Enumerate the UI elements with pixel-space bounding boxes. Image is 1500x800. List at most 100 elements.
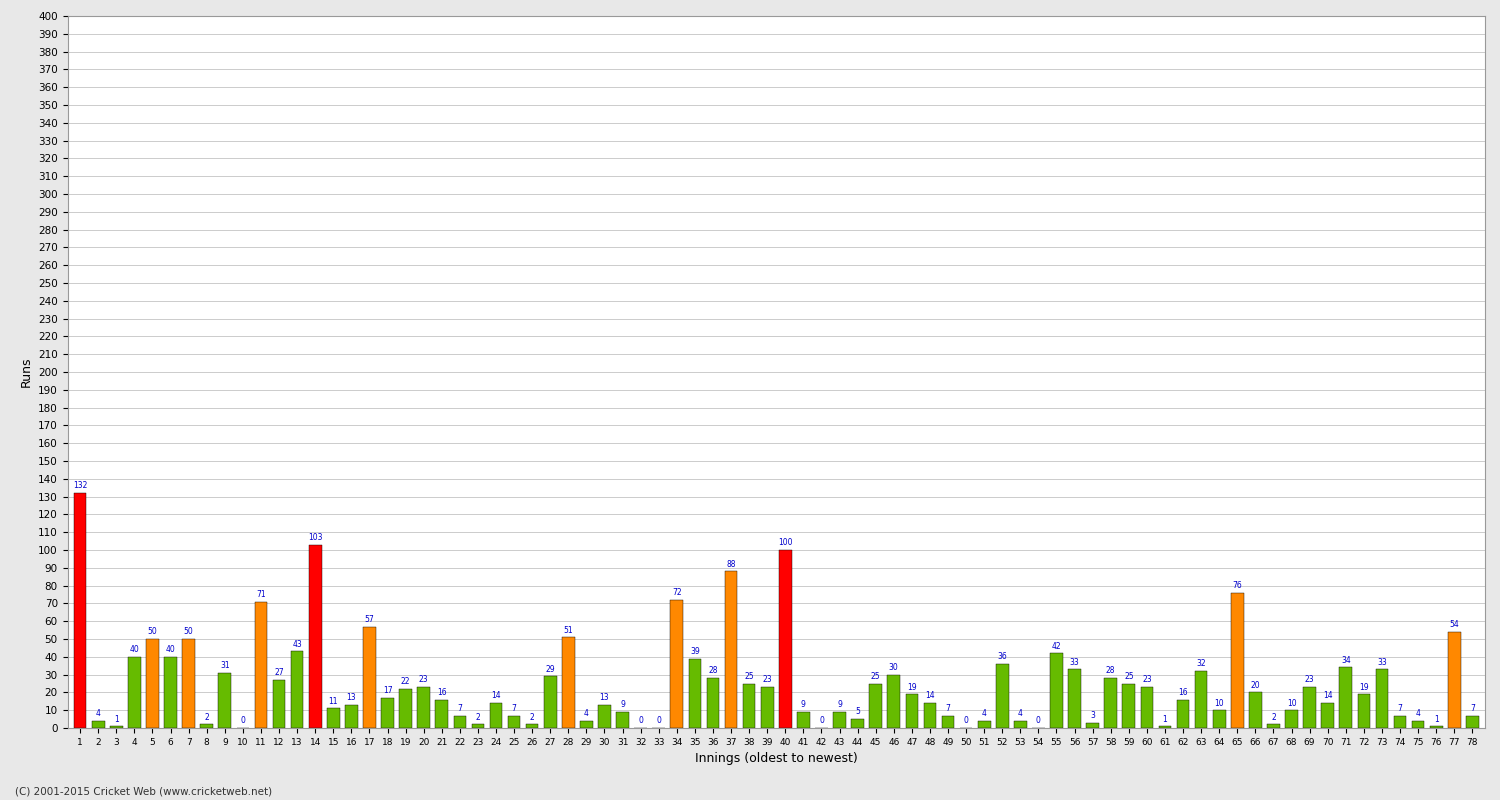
Bar xyxy=(92,721,105,728)
Text: 33: 33 xyxy=(1070,658,1080,666)
Bar xyxy=(453,715,466,728)
Text: 43: 43 xyxy=(292,640,302,649)
Text: 30: 30 xyxy=(890,663,898,672)
Text: 0: 0 xyxy=(240,716,246,726)
Bar xyxy=(1322,703,1334,728)
Text: 51: 51 xyxy=(564,626,573,634)
Text: 0: 0 xyxy=(1036,716,1041,726)
Text: 32: 32 xyxy=(1197,659,1206,668)
Text: 71: 71 xyxy=(256,590,265,599)
Bar xyxy=(580,721,592,728)
Text: 0: 0 xyxy=(963,716,969,726)
Text: 132: 132 xyxy=(74,482,87,490)
Text: 29: 29 xyxy=(546,665,555,674)
Text: 27: 27 xyxy=(274,668,284,678)
Bar xyxy=(1232,593,1244,728)
Bar xyxy=(742,683,756,728)
Text: 28: 28 xyxy=(1106,666,1116,675)
Text: 76: 76 xyxy=(1233,581,1242,590)
Bar xyxy=(1340,667,1352,728)
Text: 1: 1 xyxy=(1434,714,1438,723)
Bar xyxy=(1214,710,1225,728)
Bar xyxy=(1304,687,1316,728)
Text: 7: 7 xyxy=(512,704,516,713)
Text: 22: 22 xyxy=(400,677,411,686)
Bar xyxy=(381,698,394,728)
Bar xyxy=(1050,654,1064,728)
Y-axis label: Runs: Runs xyxy=(20,357,33,387)
Bar xyxy=(1394,715,1407,728)
Bar xyxy=(1430,726,1443,728)
Text: 16: 16 xyxy=(1178,688,1188,697)
Text: 23: 23 xyxy=(1142,675,1152,684)
Text: 25: 25 xyxy=(744,672,754,681)
Text: 25: 25 xyxy=(871,672,880,681)
Bar xyxy=(1122,683,1136,728)
Text: 7: 7 xyxy=(458,704,462,713)
Text: 19: 19 xyxy=(908,682,916,691)
Bar xyxy=(544,676,556,728)
Text: 4: 4 xyxy=(96,710,100,718)
Bar xyxy=(1196,671,1208,728)
Bar xyxy=(978,721,990,728)
Text: 7: 7 xyxy=(1470,704,1474,713)
Text: 50: 50 xyxy=(184,627,194,636)
Text: 7: 7 xyxy=(945,704,951,713)
Text: 42: 42 xyxy=(1052,642,1062,650)
Bar xyxy=(327,709,339,728)
Bar xyxy=(1104,678,1118,728)
Bar xyxy=(1158,726,1172,728)
Bar xyxy=(471,725,484,728)
Bar xyxy=(1268,725,1280,728)
Bar xyxy=(670,600,682,728)
Text: 57: 57 xyxy=(364,615,375,624)
Bar xyxy=(1286,710,1298,728)
Bar xyxy=(1176,699,1190,728)
Bar xyxy=(74,493,87,728)
Bar xyxy=(1358,694,1370,728)
Text: 1: 1 xyxy=(114,714,118,723)
Bar xyxy=(942,715,954,728)
Text: 14: 14 xyxy=(490,691,501,701)
Text: 39: 39 xyxy=(690,647,700,656)
Bar xyxy=(1086,722,1100,728)
Bar xyxy=(1448,632,1461,728)
Bar xyxy=(146,639,159,728)
Text: 0: 0 xyxy=(638,716,644,726)
Text: 0: 0 xyxy=(657,716,662,726)
Text: 10: 10 xyxy=(1287,698,1296,707)
Bar xyxy=(1412,721,1425,728)
Text: 25: 25 xyxy=(1124,672,1134,681)
Text: 11: 11 xyxy=(328,697,338,706)
Text: 9: 9 xyxy=(801,700,806,710)
Text: 23: 23 xyxy=(419,675,429,684)
Text: 23: 23 xyxy=(762,675,772,684)
Text: 4: 4 xyxy=(584,710,590,718)
Bar xyxy=(688,658,700,728)
Bar xyxy=(888,674,900,728)
Bar xyxy=(219,673,231,728)
Bar xyxy=(291,651,303,728)
Text: (C) 2001-2015 Cricket Web (www.cricketweb.net): (C) 2001-2015 Cricket Web (www.cricketwe… xyxy=(15,786,272,796)
Text: 17: 17 xyxy=(382,686,393,695)
Text: 100: 100 xyxy=(778,538,792,547)
Bar xyxy=(778,550,792,728)
Bar xyxy=(760,687,774,728)
Bar xyxy=(399,689,412,728)
Text: 14: 14 xyxy=(1323,691,1332,701)
Text: 2: 2 xyxy=(530,713,534,722)
Text: 5: 5 xyxy=(855,707,859,717)
Bar xyxy=(1140,687,1154,728)
Text: 4: 4 xyxy=(1019,710,1023,718)
Bar xyxy=(417,687,430,728)
Text: 2: 2 xyxy=(1270,713,1276,722)
Bar xyxy=(1014,721,1026,728)
Bar xyxy=(255,602,267,728)
Text: 103: 103 xyxy=(308,533,322,542)
Bar xyxy=(183,639,195,728)
Bar xyxy=(796,712,810,728)
Text: 14: 14 xyxy=(926,691,934,701)
Bar xyxy=(724,571,738,728)
Bar xyxy=(509,715,520,728)
Bar xyxy=(1068,670,1082,728)
